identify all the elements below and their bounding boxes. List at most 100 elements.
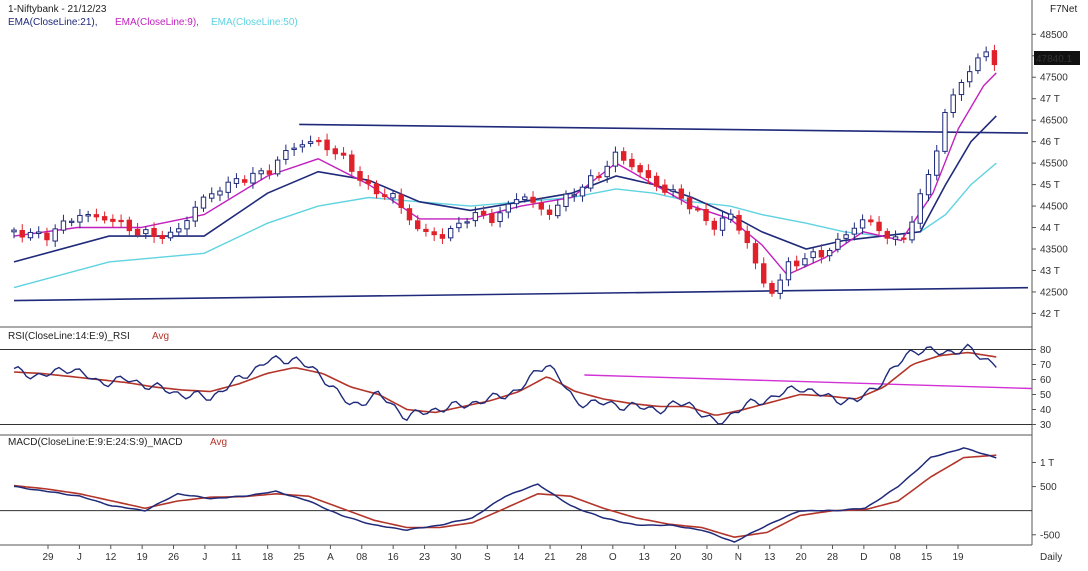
candle-body [843,234,849,239]
price-tick-label: 42500 [1040,287,1068,298]
candle-body [151,227,157,237]
x-tick-label: J [202,552,207,563]
candle-body [744,230,750,244]
candle-body [859,219,866,229]
candle-body [357,171,363,181]
rsi-tick-label: 40 [1040,405,1052,416]
candle-body [373,183,380,195]
x-tick-label: J [77,552,82,563]
candle-body [101,216,108,221]
candle-body [620,151,627,161]
x-tick-label: 19 [137,552,149,563]
candle-body [703,209,709,222]
candle-body [901,237,907,240]
candle-body [209,193,215,199]
x-tick-label: 14 [513,552,525,563]
candle-body [719,217,726,231]
candle-body [670,189,676,192]
rsi-tick-label: 30 [1040,420,1052,431]
candle-body [241,179,248,183]
candle-body [423,228,429,232]
candle-body [184,220,190,230]
candle-body [802,258,808,266]
candle-body [110,218,116,222]
rsi-lines [13,343,1033,425]
candle-body [934,150,940,176]
macd-tick-label: 1 T [1040,458,1054,469]
brand-label: F7Net [1050,4,1077,15]
x-tick-label: 25 [293,552,305,563]
candle-body [143,229,149,235]
candle-body [134,228,141,236]
candle-body [167,231,174,239]
candle-body [925,174,932,196]
candle-body [818,250,825,258]
candle-body [678,188,685,199]
candle-body [563,193,569,207]
x-tick-label: 28 [827,552,839,563]
rsi-tick-label: 50 [1040,390,1052,401]
candle-body [942,112,948,152]
candle-body [728,213,734,220]
candle-body [612,151,619,167]
candle-body [349,154,355,172]
candle-body [398,194,404,208]
candle-body [217,190,223,196]
x-tick-label: 08 [890,552,902,563]
candle-body [522,196,528,201]
candle-body [489,213,495,224]
candle-body [662,184,668,193]
last-price-box [1034,51,1080,65]
candle-body [192,206,198,222]
candle-body [793,260,800,267]
candle-body [68,220,75,223]
macd-lines [13,447,997,543]
macd-axis: 1 T 500 -500 [0,458,1060,541]
price-tick-label: 46 T [1040,137,1060,148]
x-tick-label: 11 [231,552,242,563]
candle-body [447,227,454,239]
candle-body [472,212,479,222]
rsi-tick-label: 80 [1040,345,1052,356]
candle-body [414,220,421,230]
candle-body [826,249,833,257]
x-tick-label: 29 [42,552,54,563]
x-tick-label: 16 [388,552,400,563]
price-tick-label: 44500 [1040,202,1068,213]
candle-body [93,214,100,218]
rsi-trendline [584,374,1033,390]
candle-body [645,170,652,179]
candle-body [777,279,783,294]
candle-body [299,144,306,148]
candle-body [332,148,339,155]
candle-body [571,194,577,197]
candle-body [200,196,207,209]
candle-body [579,186,586,197]
candle-body [126,219,133,232]
candle-body [653,175,660,187]
x-tick-label: 18 [262,552,274,563]
x-tick-label: A [327,552,334,563]
candle-body [233,178,240,184]
candle-body [85,214,91,217]
candle-body [876,221,882,232]
ema9-line [13,72,997,276]
price-tick-label: 48500 [1040,30,1068,41]
candle-body [365,180,371,184]
candle-body [555,204,561,217]
candle-body [637,165,643,173]
x-tick-label: 20 [796,552,808,563]
candle-body [118,219,124,223]
macd-avg-label: Avg [210,437,227,448]
candle-body [909,221,915,241]
last-price-marker: 47840.1 [1034,51,1080,65]
price-tick-label: 47500 [1040,73,1068,84]
candle-body [266,170,273,175]
candle-body [596,175,602,179]
candle-body [785,261,792,281]
x-tick-label: 12 [105,552,117,563]
candle-body [917,193,923,224]
candle-body [340,152,347,156]
candle-body [868,219,874,223]
